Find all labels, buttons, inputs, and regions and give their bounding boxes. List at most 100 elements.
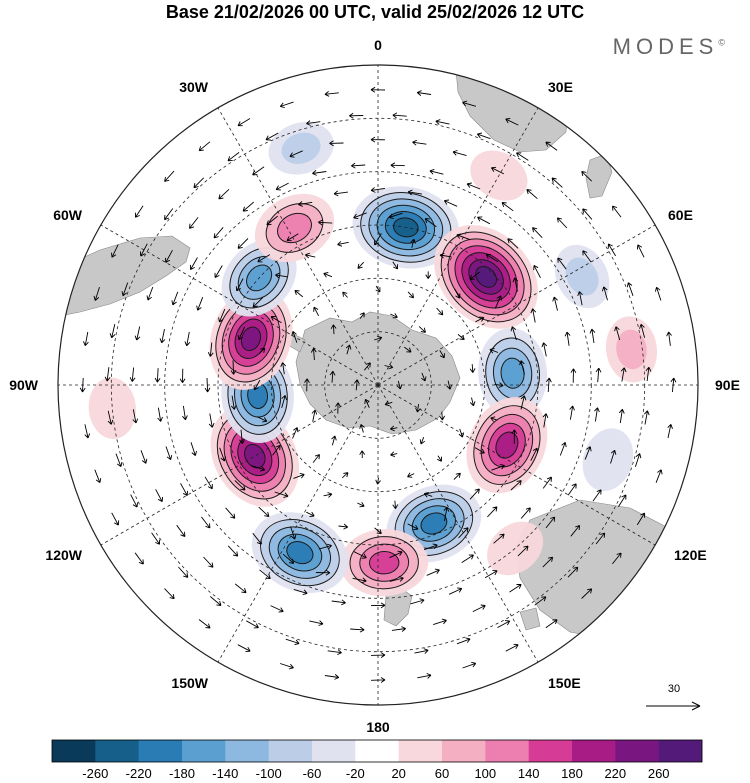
wind-arrow [157, 407, 163, 422]
wind-arrow [526, 189, 538, 200]
wind-arrow [164, 208, 174, 221]
wind-arrow [275, 182, 289, 191]
wind-arrow [290, 526, 297, 540]
wind-arrow [410, 598, 425, 605]
wind-arrow [304, 378, 310, 392]
wind-arrow [396, 380, 403, 390]
wind-arrow [429, 168, 444, 175]
wind-arrow [456, 233, 471, 241]
anomaly-center [88, 377, 136, 439]
wind-arrow [338, 523, 349, 530]
wind-arrow [532, 227, 543, 239]
wind-arrow [389, 425, 398, 432]
anomaly-center [605, 316, 658, 383]
wind-arrow [234, 583, 247, 594]
wind-arrow [626, 282, 634, 296]
colorbar-swatch [442, 740, 486, 762]
wind-arrow [337, 241, 349, 247]
meridian-line [377, 107, 539, 386]
meridian-line [217, 107, 379, 386]
label-lon-30w: 30W [179, 79, 209, 95]
wind-arrow [612, 552, 622, 565]
wind-vectors [79, 86, 677, 683]
wind-arrow [474, 447, 485, 454]
colorbar-swatch [95, 740, 139, 762]
wind-arrow [259, 569, 271, 580]
wind-arrow [275, 272, 288, 279]
wind-arrow [453, 472, 461, 480]
wind-arrow [357, 502, 365, 508]
wind-arrow [551, 177, 563, 188]
colorbar-swatch [312, 740, 356, 762]
wind-arrow [414, 648, 429, 654]
anomaly-contour [277, 212, 312, 244]
wind-arrow [419, 437, 426, 445]
wind-arrow [461, 554, 474, 563]
wind-arrow [443, 199, 458, 207]
wind-arrow [507, 238, 519, 249]
wind-arrow [389, 576, 404, 582]
wind-arrow [374, 233, 382, 246]
wind-arrow [327, 649, 342, 656]
wind-arrow [159, 329, 166, 344]
wind-arrow [559, 442, 567, 456]
wind-arrow [567, 566, 579, 578]
wind-arrow [213, 227, 224, 239]
wind-arrow [443, 506, 450, 522]
colorbar-label: -260 [82, 766, 108, 781]
wind-arrow [594, 407, 600, 422]
wind-arrow [570, 524, 581, 537]
wind-arrow [315, 569, 331, 576]
meridian-line [377, 224, 656, 386]
wind-arrow [219, 447, 226, 462]
wind-arrow [614, 326, 621, 341]
reference-vector-label: 30 [668, 683, 680, 695]
wind-arrow [454, 288, 461, 299]
wind-arrow [533, 265, 541, 279]
wind-arrow [182, 405, 188, 421]
wind-arrow [333, 190, 348, 197]
label-lon-120e: 120E [674, 547, 707, 563]
wind-arrow [412, 139, 427, 146]
wind-arrow [210, 596, 222, 606]
wind-arrow [252, 532, 262, 545]
wind-arrow [607, 243, 616, 257]
wind-arrow [304, 252, 316, 259]
wind-arrow [567, 483, 577, 496]
wind-arrow [423, 492, 433, 498]
anomaly-center [466, 397, 548, 494]
wind-arrow [636, 512, 646, 526]
wind-arrow [634, 453, 642, 467]
wind-arrow [639, 323, 646, 338]
wind-arrow [357, 261, 365, 269]
wind-arrow [225, 507, 236, 519]
wind-arrow [462, 100, 477, 107]
wind-arrow [196, 297, 204, 311]
south-america-land [59, 235, 191, 317]
wind-arrow [370, 187, 385, 193]
wind-arrow [407, 189, 422, 196]
anomaly-contour [616, 329, 647, 370]
wind-arrow [390, 162, 405, 169]
label-lon-150e: 150E [548, 675, 581, 691]
wind-arrow [670, 377, 677, 393]
meridian-line [377, 384, 539, 663]
wind-arrow [458, 428, 465, 438]
colorbar-label: 140 [518, 766, 540, 781]
colorbar-swatch [485, 740, 529, 762]
wind-arrow [469, 364, 476, 373]
wind-arrow [252, 166, 265, 176]
reference-vector-arrowhead [691, 701, 701, 711]
wind-arrow [208, 413, 215, 428]
label-lon-120w: 120W [45, 547, 82, 563]
wind-arrow [139, 243, 148, 257]
wind-arrow [477, 216, 491, 225]
wind-arrow [545, 516, 556, 529]
label-lon-60w: 60W [53, 207, 83, 223]
wind-arrow [457, 334, 465, 341]
wind-arrow [375, 285, 381, 293]
wind-arrow [353, 379, 360, 391]
wind-arrow [115, 453, 123, 468]
wind-arrow [251, 465, 266, 472]
label-lon-150w: 150W [171, 675, 208, 691]
